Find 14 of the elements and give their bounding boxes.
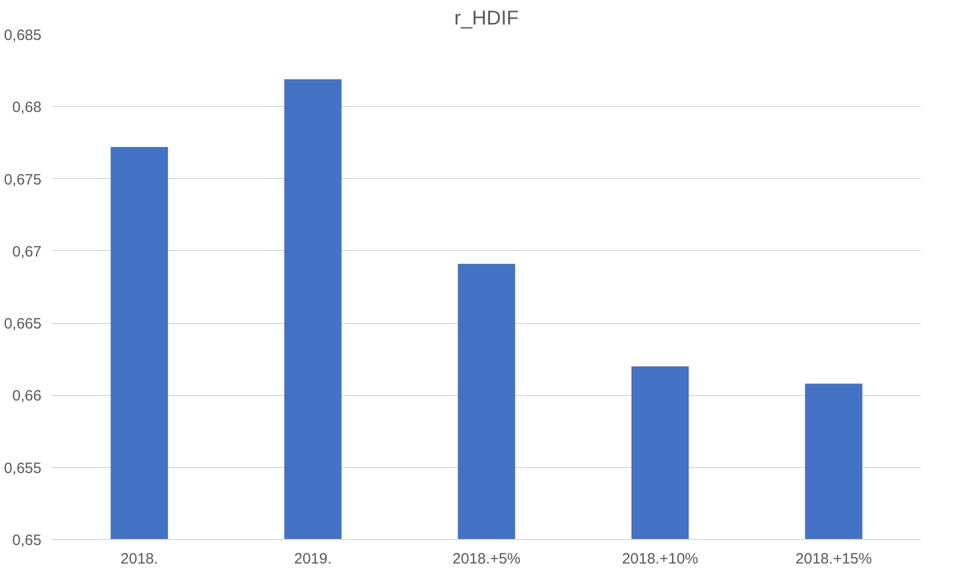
x-tick-label: 2018.+10%	[622, 550, 698, 568]
x-tick-label: 2018.+5%	[452, 550, 520, 568]
x-tick-label: 2019.	[294, 550, 332, 568]
y-tick-label: 0,685	[4, 27, 42, 44]
y-tick-label: 0,675	[4, 171, 42, 188]
x-tick-label: 2018.+15%	[796, 550, 872, 568]
y-tick-label: 0,655	[4, 460, 42, 477]
chart-title: r_HDIF	[454, 8, 519, 30]
y-tick-label: 0,67	[12, 243, 42, 260]
y-tick-label: 0,66	[12, 388, 42, 405]
y-tick-label: 0,68	[12, 99, 42, 116]
x-tick-label: 2018.	[120, 550, 158, 568]
y-tick-label: 0,65	[12, 532, 42, 549]
y-tick-label: 0,665	[4, 316, 42, 333]
